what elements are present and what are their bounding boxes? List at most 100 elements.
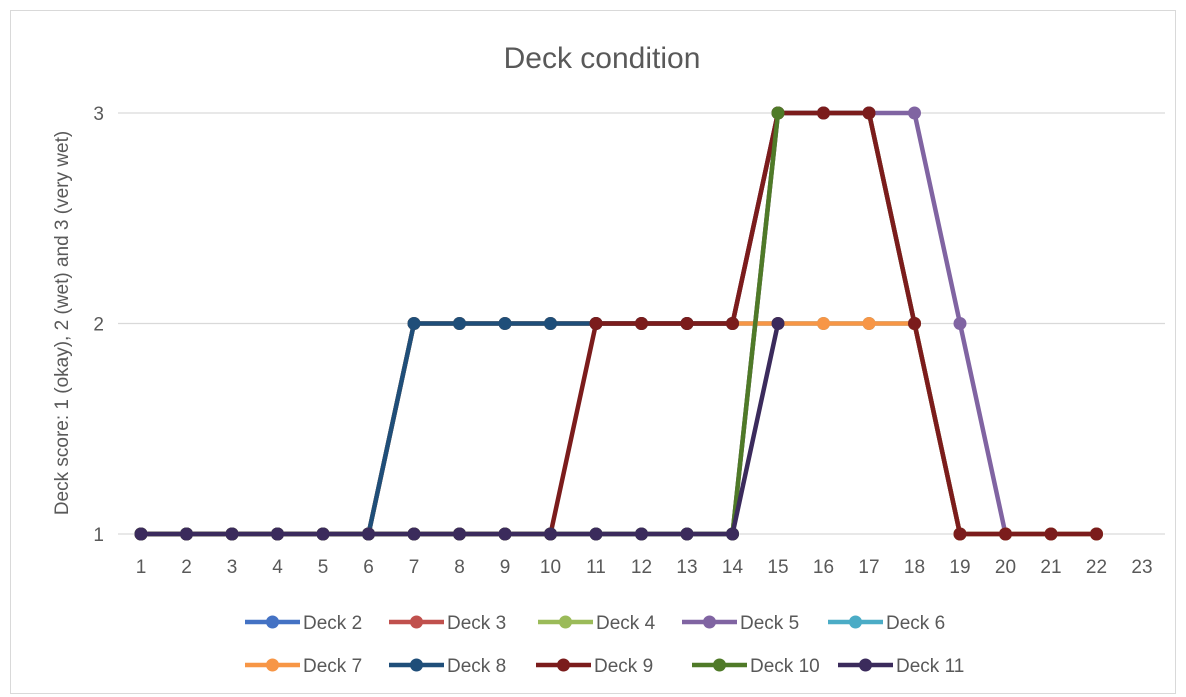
data-point bbox=[225, 527, 239, 541]
legend-item-deck-10: Deck 10 bbox=[692, 656, 820, 677]
legend-label: Deck 7 bbox=[303, 656, 362, 677]
data-point bbox=[180, 527, 193, 541]
legend-swatch-marker bbox=[713, 658, 726, 672]
legend-item-deck-2: Deck 2 bbox=[245, 613, 362, 634]
legend-label: Deck 5 bbox=[740, 613, 799, 634]
series-deck-7 bbox=[134, 317, 1103, 541]
data-point bbox=[589, 527, 603, 541]
data-point bbox=[953, 527, 967, 541]
y-tick-2: 2 bbox=[93, 315, 104, 336]
data-point bbox=[362, 527, 375, 541]
series-line bbox=[138, 321, 781, 537]
x-tick-23: 23 bbox=[1131, 557, 1152, 578]
data-point bbox=[635, 527, 648, 541]
x-tick-20: 20 bbox=[995, 557, 1016, 578]
data-point bbox=[726, 527, 739, 541]
data-point bbox=[680, 527, 694, 541]
data-point bbox=[771, 106, 785, 120]
x-tick-10: 10 bbox=[540, 557, 561, 578]
legend-swatch-marker bbox=[266, 658, 279, 672]
legend-item-deck-5: Deck 5 bbox=[682, 613, 799, 634]
data-point bbox=[908, 106, 921, 120]
data-point bbox=[862, 317, 876, 330]
legend-swatch-marker bbox=[559, 615, 572, 629]
x-tick-18: 18 bbox=[904, 557, 925, 578]
legend-swatch-marker bbox=[410, 658, 423, 672]
x-tick-11: 11 bbox=[586, 557, 606, 578]
legend-label: Deck 8 bbox=[447, 656, 506, 677]
legend-item-deck-7: Deck 7 bbox=[245, 656, 362, 677]
data-point bbox=[1090, 527, 1103, 541]
x-tick-19: 19 bbox=[949, 557, 970, 578]
x-tick-6: 6 bbox=[363, 557, 374, 578]
legend-label: Deck 3 bbox=[447, 613, 506, 634]
x-tick-3: 3 bbox=[227, 557, 238, 578]
x-tick-2: 2 bbox=[181, 557, 192, 578]
data-point bbox=[908, 317, 921, 330]
x-tick-17: 17 bbox=[858, 557, 879, 578]
legend-swatch-marker bbox=[557, 658, 570, 672]
x-tick-22: 22 bbox=[1086, 557, 1107, 578]
x-tick-14: 14 bbox=[722, 557, 744, 578]
series-deck-6 bbox=[134, 317, 1103, 541]
legend-label: Deck 4 bbox=[596, 613, 656, 634]
chart-frame bbox=[10, 10, 1176, 694]
data-point bbox=[134, 527, 148, 541]
legend-swatch-marker bbox=[266, 615, 279, 629]
x-tick-1: 1 bbox=[136, 557, 147, 578]
legend-label: Deck 9 bbox=[594, 656, 653, 677]
data-point bbox=[544, 317, 557, 330]
legend-label: Deck 6 bbox=[886, 613, 945, 634]
data-point bbox=[498, 317, 512, 330]
legend-item-deck-4: Deck 4 bbox=[538, 613, 656, 634]
y-tick-3: 3 bbox=[93, 104, 104, 125]
data-point bbox=[862, 106, 876, 120]
legend-item-deck-3: Deck 3 bbox=[389, 613, 506, 634]
legend-item-deck-11: Deck 11 bbox=[838, 656, 964, 677]
data-point bbox=[635, 317, 648, 330]
x-tick-13: 13 bbox=[676, 557, 697, 578]
y-tick-1: 1 bbox=[93, 525, 104, 546]
data-point bbox=[544, 527, 557, 541]
series-line bbox=[138, 321, 735, 537]
x-tick-21: 21 bbox=[1040, 557, 1061, 578]
series-deck-8 bbox=[134, 317, 739, 541]
chart-title: Deck condition bbox=[504, 42, 701, 75]
data-point bbox=[680, 317, 694, 330]
x-tick-16: 16 bbox=[813, 557, 834, 578]
legend-item-deck-8: Deck 8 bbox=[389, 656, 506, 677]
data-point bbox=[271, 527, 284, 541]
data-point bbox=[453, 527, 466, 541]
legend-swatch-marker bbox=[703, 615, 716, 629]
x-tick-5: 5 bbox=[318, 557, 329, 578]
data-point bbox=[953, 317, 967, 330]
data-point bbox=[407, 317, 421, 330]
legend-label: Deck 2 bbox=[303, 613, 362, 634]
legend-swatch-marker bbox=[859, 658, 872, 672]
x-tick-9: 9 bbox=[500, 557, 511, 578]
legend-label: Deck 10 bbox=[750, 656, 820, 677]
data-point bbox=[498, 527, 512, 541]
data-point bbox=[316, 527, 330, 541]
x-tick-4: 4 bbox=[272, 557, 283, 578]
legend-label: Deck 11 bbox=[896, 656, 964, 677]
y-tick-labels: 1 2 3 bbox=[93, 104, 104, 546]
data-point bbox=[817, 317, 830, 330]
data-point bbox=[589, 317, 603, 330]
series-group bbox=[134, 106, 1103, 541]
x-tick-15: 15 bbox=[767, 557, 788, 578]
x-tick-8: 8 bbox=[454, 557, 465, 578]
x-tick-7: 7 bbox=[409, 557, 420, 578]
data-point bbox=[726, 317, 739, 330]
y-axis-label: Deck score: 1 (okay), 2 (wet) and 3 (ver… bbox=[52, 131, 73, 515]
data-point bbox=[407, 527, 421, 541]
data-point bbox=[817, 106, 830, 120]
x-tick-12: 12 bbox=[631, 557, 652, 578]
legend-item-deck-6: Deck 6 bbox=[828, 613, 945, 634]
legend-swatch-marker bbox=[410, 615, 423, 629]
legend-item-deck-9: Deck 9 bbox=[536, 656, 653, 677]
data-point bbox=[771, 317, 785, 330]
x-tick-labels: 1 2 3 4 5 6 7 8 9 10 11 12 13 14 15 16 17 18 19 20 21 22 23 bbox=[136, 557, 1153, 578]
legend-swatch-marker bbox=[849, 615, 862, 629]
